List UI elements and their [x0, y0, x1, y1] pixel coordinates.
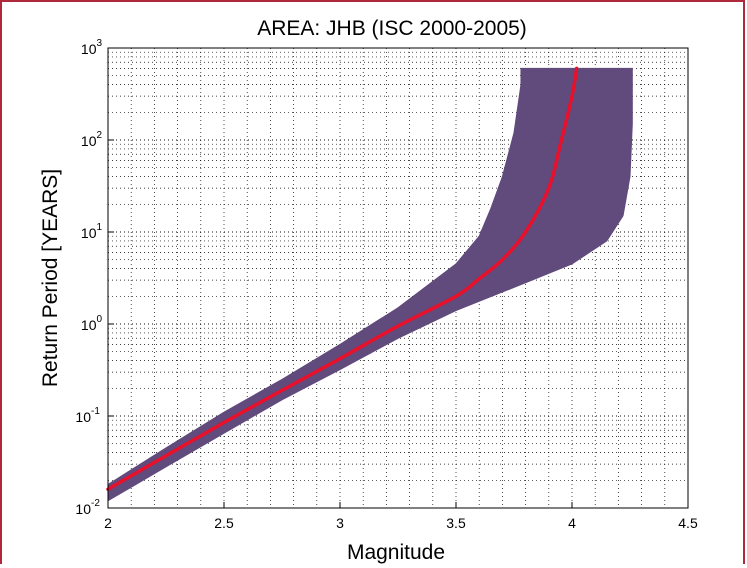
y-tick-exponent: 1 — [97, 222, 103, 233]
chart-title: AREA: JHB (ISC 2000-2005) — [257, 17, 527, 40]
y-tick-base: 10 — [81, 133, 97, 149]
plot-area — [106, 47, 689, 509]
y-tick-label: 10 -1 — [75, 406, 100, 425]
return-period-curve — [106, 66, 579, 491]
x-tick-label: 3.5 — [446, 515, 466, 531]
y-tick-base: 10 — [81, 41, 97, 57]
x-axis-label: Magnitude — [347, 541, 445, 564]
y-tick-label: 10 0 — [81, 314, 103, 333]
y-tick-label: 10 -2 — [75, 498, 100, 517]
y-tick-base: 10 — [75, 501, 91, 517]
x-tick-label: 2 — [104, 515, 112, 531]
y-tick-base: 10 — [81, 225, 97, 241]
y-tick-base: 10 — [75, 409, 91, 425]
plot-border — [107, 47, 689, 509]
x-tick-label: 2.5 — [214, 515, 234, 531]
y-tick-label: 10 2 — [81, 130, 103, 149]
y-tick-base: 10 — [81, 317, 97, 333]
x-tick-label: 3 — [336, 515, 344, 531]
x-tick-label: 4 — [568, 515, 576, 531]
y-tick-exponent: -2 — [91, 498, 100, 509]
y-tick-label: 10 3 — [81, 38, 103, 57]
x-tick-label: 4.5 — [678, 515, 698, 531]
y-tick-exponent: 2 — [97, 130, 103, 141]
y-tick-exponent: 0 — [97, 314, 103, 325]
y-tick-exponent: -1 — [91, 406, 100, 417]
x-axis-ticks: 2 2.5 3 3.5 4 4.5 — [104, 502, 698, 531]
return-period-line — [106, 66, 579, 491]
y-tick-exponent: 3 — [97, 38, 103, 49]
y-axis-label: Return Period [YEARS] — [39, 169, 62, 387]
y-tick-label: 10 1 — [81, 222, 103, 241]
